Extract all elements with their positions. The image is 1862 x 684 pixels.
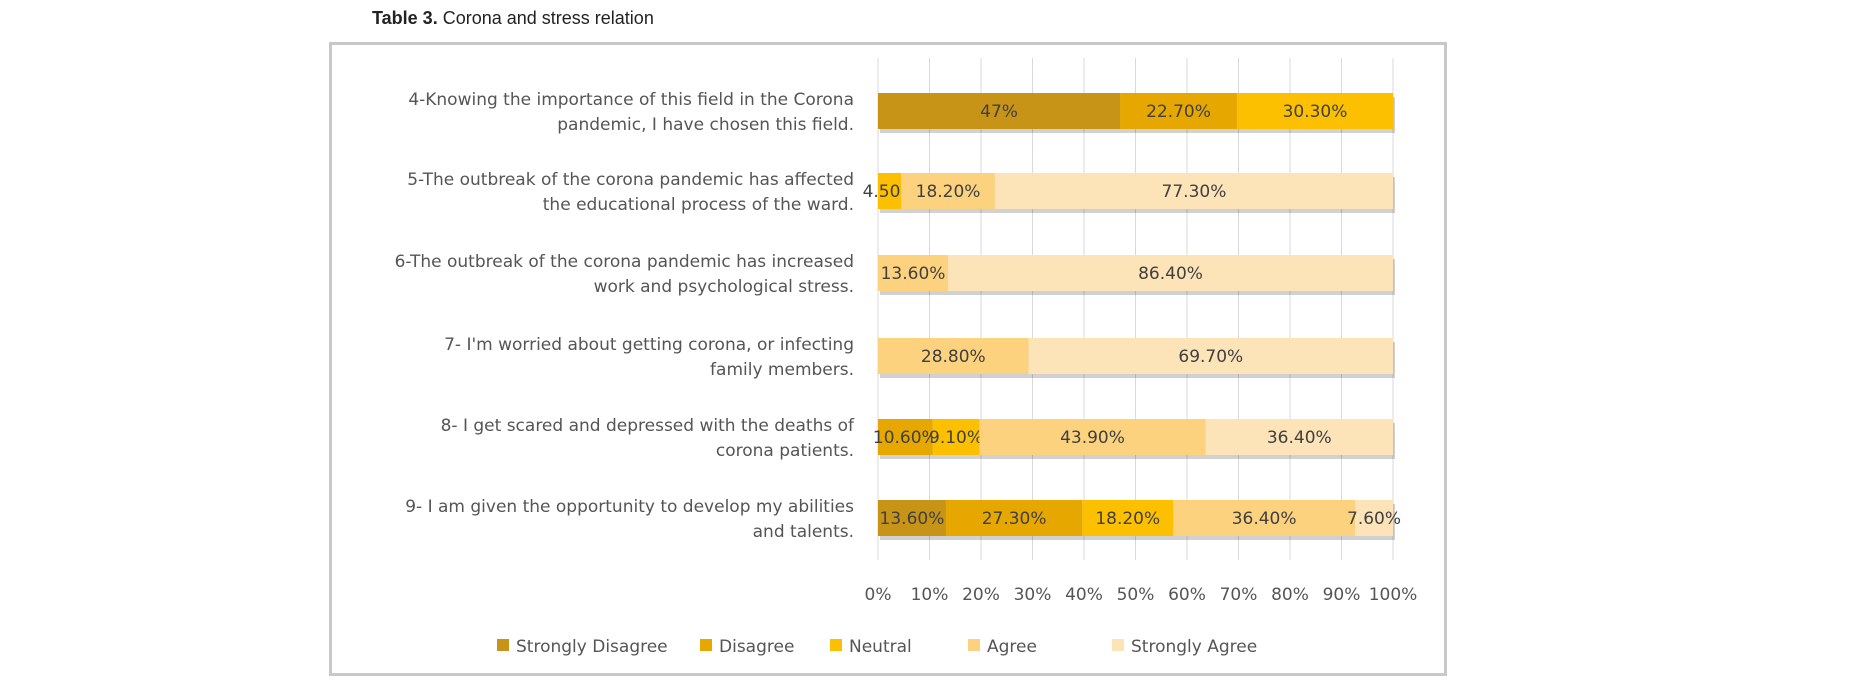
- caption-text: Corona and stress relation: [442, 8, 654, 28]
- legend-label: Strongly Agree: [1131, 637, 1257, 657]
- category-label: pandemic, I have chosen this field.: [557, 115, 854, 135]
- x-tick-label: 90%: [1323, 585, 1361, 605]
- category-label: the educational process of the ward.: [543, 195, 854, 215]
- data-label: 30.30%: [1283, 102, 1348, 122]
- data-label: 18.20%: [1095, 509, 1160, 529]
- data-label: 22.70%: [1146, 102, 1211, 122]
- chart-frame: [329, 42, 1447, 676]
- bar-segment: [1173, 500, 1356, 536]
- x-tick-label: 30%: [1014, 585, 1052, 605]
- legend-label: Disagree: [719, 637, 794, 657]
- bar-segment: [878, 93, 1121, 129]
- category-label: family members.: [710, 360, 854, 380]
- x-tick-label: 50%: [1117, 585, 1155, 605]
- bar-segment: [932, 419, 980, 455]
- legend-swatch: [968, 639, 980, 651]
- data-label: 36.40%: [1232, 509, 1297, 529]
- category-label: 6-The outbreak of the corona pandemic ha…: [395, 252, 854, 272]
- data-label: 47%: [980, 102, 1018, 122]
- bar-segment: [1120, 93, 1237, 129]
- bar-segment: [945, 500, 1083, 536]
- data-label: 9.10%: [929, 428, 983, 448]
- bar-segment: [1028, 338, 1393, 374]
- x-tick-label: 20%: [962, 585, 1000, 605]
- x-tick-label: 60%: [1168, 585, 1206, 605]
- bar-segment: [994, 173, 1393, 209]
- data-label: 10.60%: [873, 428, 938, 448]
- data-label: 27.30%: [982, 509, 1047, 529]
- category-label: 5-The outbreak of the corona pandemic ha…: [407, 170, 854, 190]
- data-label: 36.40%: [1267, 428, 1332, 448]
- bar-segment: [901, 173, 995, 209]
- bar-segment: [1236, 93, 1393, 129]
- legend-label: Strongly Disagree: [516, 637, 668, 657]
- legend-label: Agree: [987, 637, 1037, 657]
- bar-segment: [878, 500, 946, 536]
- bar-segment: [878, 419, 933, 455]
- legend-label: Neutral: [849, 637, 912, 657]
- x-tick-label: 0%: [865, 585, 892, 605]
- legend-swatch: [1112, 639, 1124, 651]
- legend-swatch: [830, 639, 842, 651]
- data-label: 43.90%: [1060, 428, 1125, 448]
- caption-label: Table 3.: [372, 8, 438, 28]
- x-tick-label: 70%: [1220, 585, 1258, 605]
- data-label: 18.20%: [916, 182, 981, 202]
- x-tick-label: 40%: [1065, 585, 1103, 605]
- category-label: corona patients.: [716, 441, 854, 461]
- bar-segment: [1205, 419, 1393, 455]
- bar-segment: [1355, 500, 1393, 536]
- category-label: work and psychological stress.: [594, 277, 854, 297]
- data-label: 69.70%: [1178, 347, 1243, 367]
- bar-segment: [948, 255, 1393, 291]
- data-label: 86.40%: [1138, 264, 1203, 284]
- category-label: 4-Knowing the importance of this field i…: [408, 90, 854, 110]
- category-label: 7- I'm worried about getting corona, or …: [444, 335, 854, 355]
- legend-swatch: [497, 639, 509, 651]
- bar-segment: [878, 255, 949, 291]
- legend-swatch: [700, 639, 712, 651]
- table-caption: Table 3. Corona and stress relation: [372, 8, 654, 29]
- category-label: 9- I am given the opportunity to develop…: [405, 497, 854, 517]
- category-label: and talents.: [753, 522, 854, 542]
- bar-segment: [878, 338, 1029, 374]
- category-label: 8- I get scared and depressed with the d…: [441, 416, 855, 436]
- data-label: 13.60%: [880, 509, 945, 529]
- data-label: 77.30%: [1162, 182, 1227, 202]
- bar-segment: [979, 419, 1206, 455]
- x-tick-label: 100%: [1369, 585, 1418, 605]
- x-tick-label: 10%: [911, 585, 949, 605]
- data-label: 13.60%: [881, 264, 946, 284]
- x-tick-label: 80%: [1271, 585, 1309, 605]
- data-label: 28.80%: [921, 347, 986, 367]
- data-label: 7.60%: [1347, 509, 1401, 529]
- bar-segment: [878, 173, 902, 209]
- bar-segment: [1082, 500, 1174, 536]
